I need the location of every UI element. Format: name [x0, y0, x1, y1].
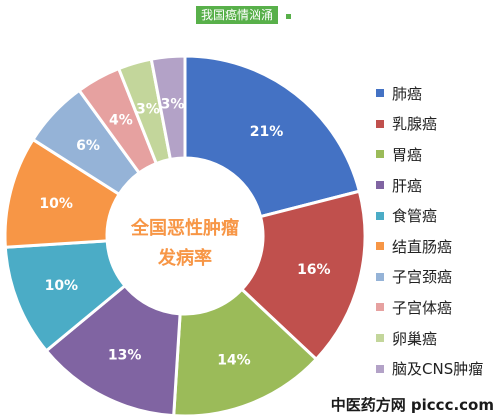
slice-label-3: 13%	[108, 348, 142, 364]
donut-slice-3	[44, 283, 182, 417]
legend-swatch	[376, 150, 384, 159]
legend-swatch	[376, 303, 384, 312]
legend-item: 肝癌	[376, 170, 500, 201]
chart-legend: 肺癌乳腺癌胃癌肝癌食管癌结直肠癌子宫颈癌子宫体癌卵巢癌脑及CNS肿瘤	[376, 78, 500, 384]
legend-item: 结直肠癌	[376, 231, 500, 262]
legend-label: 乳腺癌	[392, 115, 438, 134]
slice-label-1: 16%	[297, 262, 331, 278]
slice-label-4: 10%	[45, 278, 79, 294]
legend-swatch	[376, 119, 384, 128]
legend-swatch	[376, 272, 384, 281]
legend-item: 脑及CNS肿瘤	[376, 353, 500, 384]
slice-label-8: 3%	[136, 101, 160, 117]
legend-item: 乳腺癌	[376, 109, 500, 140]
donut-chart: 21%16%14%13%10%10%6%4%3% 3% 全国恶性肿瘤 发病率	[3, 54, 367, 417]
legend-label: 子宫体癌	[392, 298, 453, 317]
donut-slice-0	[183, 54, 362, 219]
legend-item: 卵巢癌	[376, 323, 500, 354]
legend-item: 肺癌	[376, 78, 500, 109]
donut-slice-2	[172, 287, 319, 417]
donut-slice-9	[149, 54, 187, 162]
legend-label: 卵巢癌	[392, 329, 438, 348]
legend-label: 肝癌	[392, 176, 423, 195]
legend-label: 胃癌	[392, 145, 423, 164]
legend-label: 食管癌	[392, 207, 438, 226]
header-tag-marker	[286, 14, 291, 19]
legend-swatch	[376, 89, 384, 98]
legend-item: 子宫体癌	[376, 292, 500, 323]
legend-swatch	[376, 211, 384, 220]
center-title-line2: 发病率	[157, 247, 212, 269]
legend-label: 脑及CNS肿瘤	[392, 360, 484, 379]
donut-slices	[3, 54, 367, 417]
legend-item: 胃癌	[376, 139, 500, 170]
legend-item: 食管癌	[376, 200, 500, 231]
donut-slice-labels: 21%16%14%13%10%10%6%4%3% 3%	[39, 97, 330, 369]
slice-label-9: 3%	[161, 97, 185, 113]
header-tag: 我国癌情汹涌	[196, 6, 279, 24]
center-title-line1: 全国恶性肿瘤	[130, 217, 239, 239]
legend-swatch	[376, 242, 384, 251]
legend-label: 子宫颈癌	[392, 268, 453, 287]
legend-label: 结直肠癌	[392, 237, 453, 256]
legend-swatch	[376, 334, 384, 343]
slice-label-5: 10%	[39, 196, 73, 212]
slice-label-6: 6%	[76, 138, 100, 154]
slice-label-7: 4%	[109, 112, 133, 128]
legend-item: 子宫颈癌	[376, 262, 500, 293]
watermark-text: 中医药方网 piccc.com	[330, 396, 494, 414]
legend-swatch	[376, 364, 384, 373]
slice-label-0: 21%	[250, 124, 284, 140]
legend-label: 肺癌	[392, 84, 423, 103]
legend-swatch	[376, 181, 384, 190]
slice-label-2: 14%	[217, 353, 251, 369]
